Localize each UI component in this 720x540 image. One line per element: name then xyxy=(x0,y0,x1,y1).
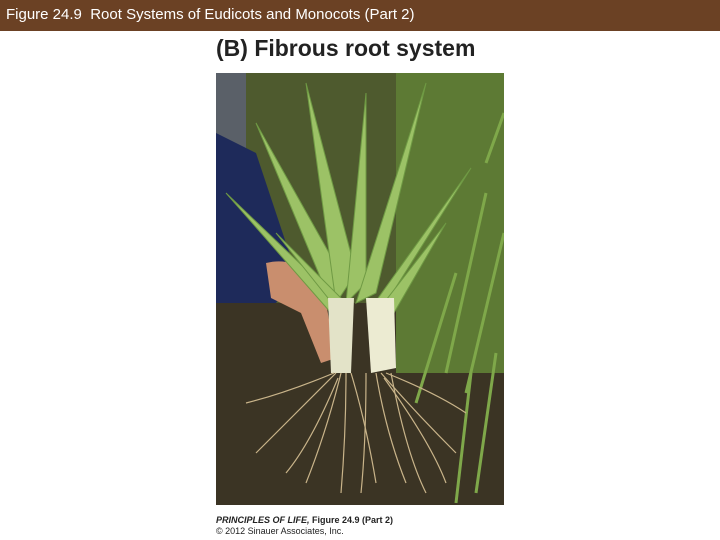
credit: PRINCIPLES OF LIFE, Figure 24.9 (Part 2)… xyxy=(216,515,393,537)
credit-figure: Figure 24.9 (Part 2) xyxy=(312,515,394,525)
panel-title: (B) Fibrous root system xyxy=(216,35,476,61)
credit-book: PRINCIPLES OF LIFE, xyxy=(216,515,310,525)
header-bar: Figure 24.9 Root Systems of Eudicots and… xyxy=(0,0,720,31)
credit-source: PRINCIPLES OF LIFE, Figure 24.9 (Part 2) xyxy=(216,515,393,526)
photo xyxy=(216,73,504,505)
credit-copyright: © 2012 Sinauer Associates, Inc. xyxy=(216,526,344,536)
header-title: Figure 24.9 Root Systems of Eudicots and… xyxy=(6,6,415,23)
